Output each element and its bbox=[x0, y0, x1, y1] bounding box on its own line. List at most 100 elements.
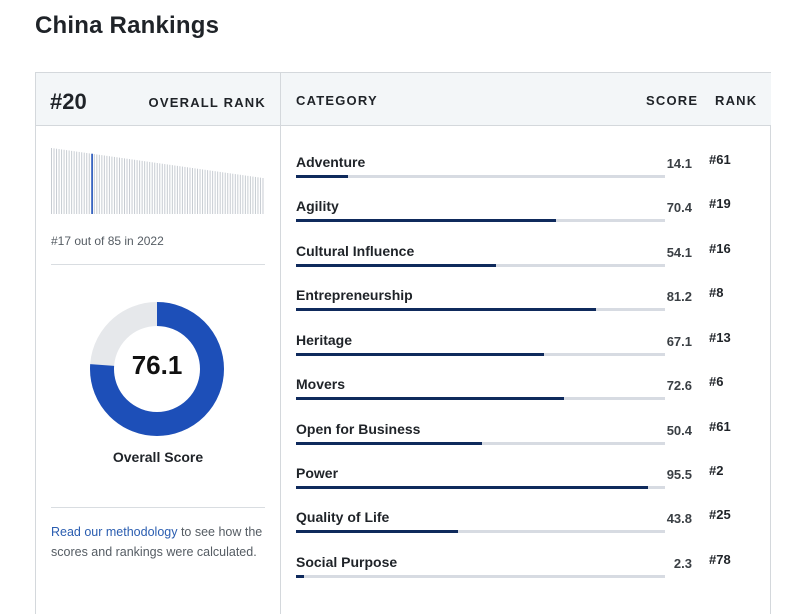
score-bar-track bbox=[296, 486, 665, 489]
category-row[interactable]: Cultural Influence 54.1 #16 bbox=[296, 237, 756, 281]
rank-history-sparkline[interactable] bbox=[51, 148, 265, 214]
sparkline-bar bbox=[252, 176, 254, 214]
category-row[interactable]: Agility 70.4 #19 bbox=[296, 192, 756, 236]
sparkline-bar bbox=[249, 176, 251, 214]
sparkline-bar bbox=[134, 159, 136, 214]
sparkline-bar bbox=[227, 173, 229, 214]
sparkline-bar bbox=[169, 164, 171, 214]
sparkline-bar bbox=[209, 170, 211, 214]
sparkline-bar bbox=[189, 167, 191, 214]
category-score: 67.1 bbox=[666, 334, 692, 349]
sparkline-bar bbox=[199, 169, 201, 214]
sparkline-bar bbox=[229, 173, 231, 214]
sparkline-bar bbox=[113, 156, 115, 214]
divider bbox=[51, 507, 265, 508]
sparkline-bar bbox=[126, 158, 128, 214]
sparkline-bar bbox=[56, 148, 58, 214]
score-bar-fill bbox=[296, 397, 564, 400]
category-row[interactable]: Open for Business 50.4 #61 bbox=[296, 415, 756, 459]
sparkline-bar bbox=[51, 148, 52, 214]
sparkline-bar bbox=[83, 152, 85, 214]
sparkline-bar bbox=[217, 171, 219, 214]
sparkline-bar bbox=[78, 151, 80, 214]
score-bar-fill bbox=[296, 575, 305, 578]
sparkline-bar bbox=[131, 159, 133, 214]
category-rank: #19 bbox=[709, 196, 731, 211]
sparkline-bar bbox=[121, 158, 123, 214]
sparkline-bar bbox=[111, 156, 113, 214]
category-rank: #16 bbox=[709, 241, 731, 256]
category-rank: #8 bbox=[709, 285, 724, 300]
category-rank: #61 bbox=[709, 152, 731, 167]
sparkline-bar bbox=[86, 153, 88, 214]
score-bar-fill bbox=[296, 486, 649, 489]
sparkline-highlight-bar bbox=[91, 153, 93, 214]
sparkline-bar bbox=[58, 149, 60, 214]
category-row[interactable]: Heritage 67.1 #13 bbox=[296, 326, 756, 370]
sparkline-bar bbox=[262, 178, 264, 214]
sparkline-bar bbox=[184, 166, 186, 214]
score-bar-track bbox=[296, 530, 665, 533]
category-rank: #78 bbox=[709, 552, 731, 567]
sparkline-bar bbox=[219, 171, 221, 214]
methodology-link[interactable]: Read our methodology bbox=[51, 525, 178, 539]
category-row[interactable]: Social Purpose 2.3 #78 bbox=[296, 548, 756, 592]
sparkline-bar bbox=[93, 154, 95, 214]
rank-history-caption: #17 out of 85 in 2022 bbox=[51, 234, 164, 248]
category-name: Entrepreneurship bbox=[296, 287, 413, 303]
category-name: Social Purpose bbox=[296, 554, 398, 570]
category-row[interactable]: Movers 72.6 #6 bbox=[296, 370, 756, 414]
sparkline-bar bbox=[191, 168, 193, 214]
sparkline-bar bbox=[63, 149, 65, 214]
sparkline-bar bbox=[239, 174, 241, 214]
sparkline-bar bbox=[108, 156, 110, 214]
category-score: 50.4 bbox=[666, 423, 692, 438]
score-bar-track bbox=[296, 219, 665, 222]
category-row[interactable]: Entrepreneurship 81.2 #8 bbox=[296, 281, 756, 325]
sparkline-bar bbox=[146, 161, 148, 214]
category-list: Adventure 14.1 #61 Agility 70.4 #19 Cultural I… bbox=[280, 126, 771, 614]
donut-arc bbox=[90, 302, 224, 436]
category-row[interactable]: Quality of Life 43.8 #25 bbox=[296, 503, 756, 547]
sparkline-bar bbox=[214, 171, 216, 214]
sparkline-bar bbox=[136, 160, 138, 214]
sparkline-bar bbox=[212, 170, 214, 214]
score-bar-track bbox=[296, 308, 665, 311]
sparkline-bar bbox=[222, 172, 224, 214]
sparkline-bar bbox=[149, 161, 151, 214]
sparkline-bar bbox=[224, 172, 226, 214]
category-score: 14.1 bbox=[666, 156, 692, 171]
sparkline-bar bbox=[144, 161, 146, 214]
score-bar-fill bbox=[296, 308, 596, 311]
sparkline-bar bbox=[124, 158, 126, 214]
category-rank: #2 bbox=[709, 463, 724, 478]
overall-score-donut bbox=[90, 302, 224, 436]
sparkline-bar bbox=[139, 160, 141, 214]
sparkline-bar bbox=[98, 154, 100, 214]
category-score: 2.3 bbox=[673, 556, 692, 571]
category-score: 81.2 bbox=[666, 289, 692, 304]
category-row[interactable]: Power 95.5 #2 bbox=[296, 459, 756, 503]
sparkline-bar bbox=[76, 151, 78, 214]
sparkline-bar bbox=[66, 150, 68, 214]
rankings-card: #20 OVERALL RANK CATEGORY SCORE RANK #17… bbox=[35, 72, 771, 614]
sparkline-bar bbox=[207, 170, 209, 214]
score-bar-fill bbox=[296, 264, 496, 267]
sparkline-bar bbox=[106, 155, 108, 214]
sparkline-bar bbox=[186, 167, 188, 214]
score-bar-fill bbox=[296, 175, 349, 178]
sparkline-bar bbox=[154, 162, 156, 214]
divider bbox=[51, 264, 265, 265]
category-rank: #25 bbox=[709, 507, 731, 522]
score-bar-track bbox=[296, 575, 665, 578]
category-rank: #6 bbox=[709, 374, 724, 389]
sparkline-bar bbox=[244, 175, 246, 214]
sparkline-bar bbox=[161, 163, 163, 214]
category-name: Heritage bbox=[296, 332, 353, 348]
sparkline-bar bbox=[61, 149, 63, 214]
category-row[interactable]: Adventure 14.1 #61 bbox=[296, 148, 756, 192]
sparkline-bar bbox=[202, 169, 204, 214]
methodology-text: to see how the scores and rankings were … bbox=[51, 525, 263, 559]
sparkline-bar bbox=[204, 169, 206, 214]
overall-score-value: 76.1 bbox=[131, 350, 183, 380]
